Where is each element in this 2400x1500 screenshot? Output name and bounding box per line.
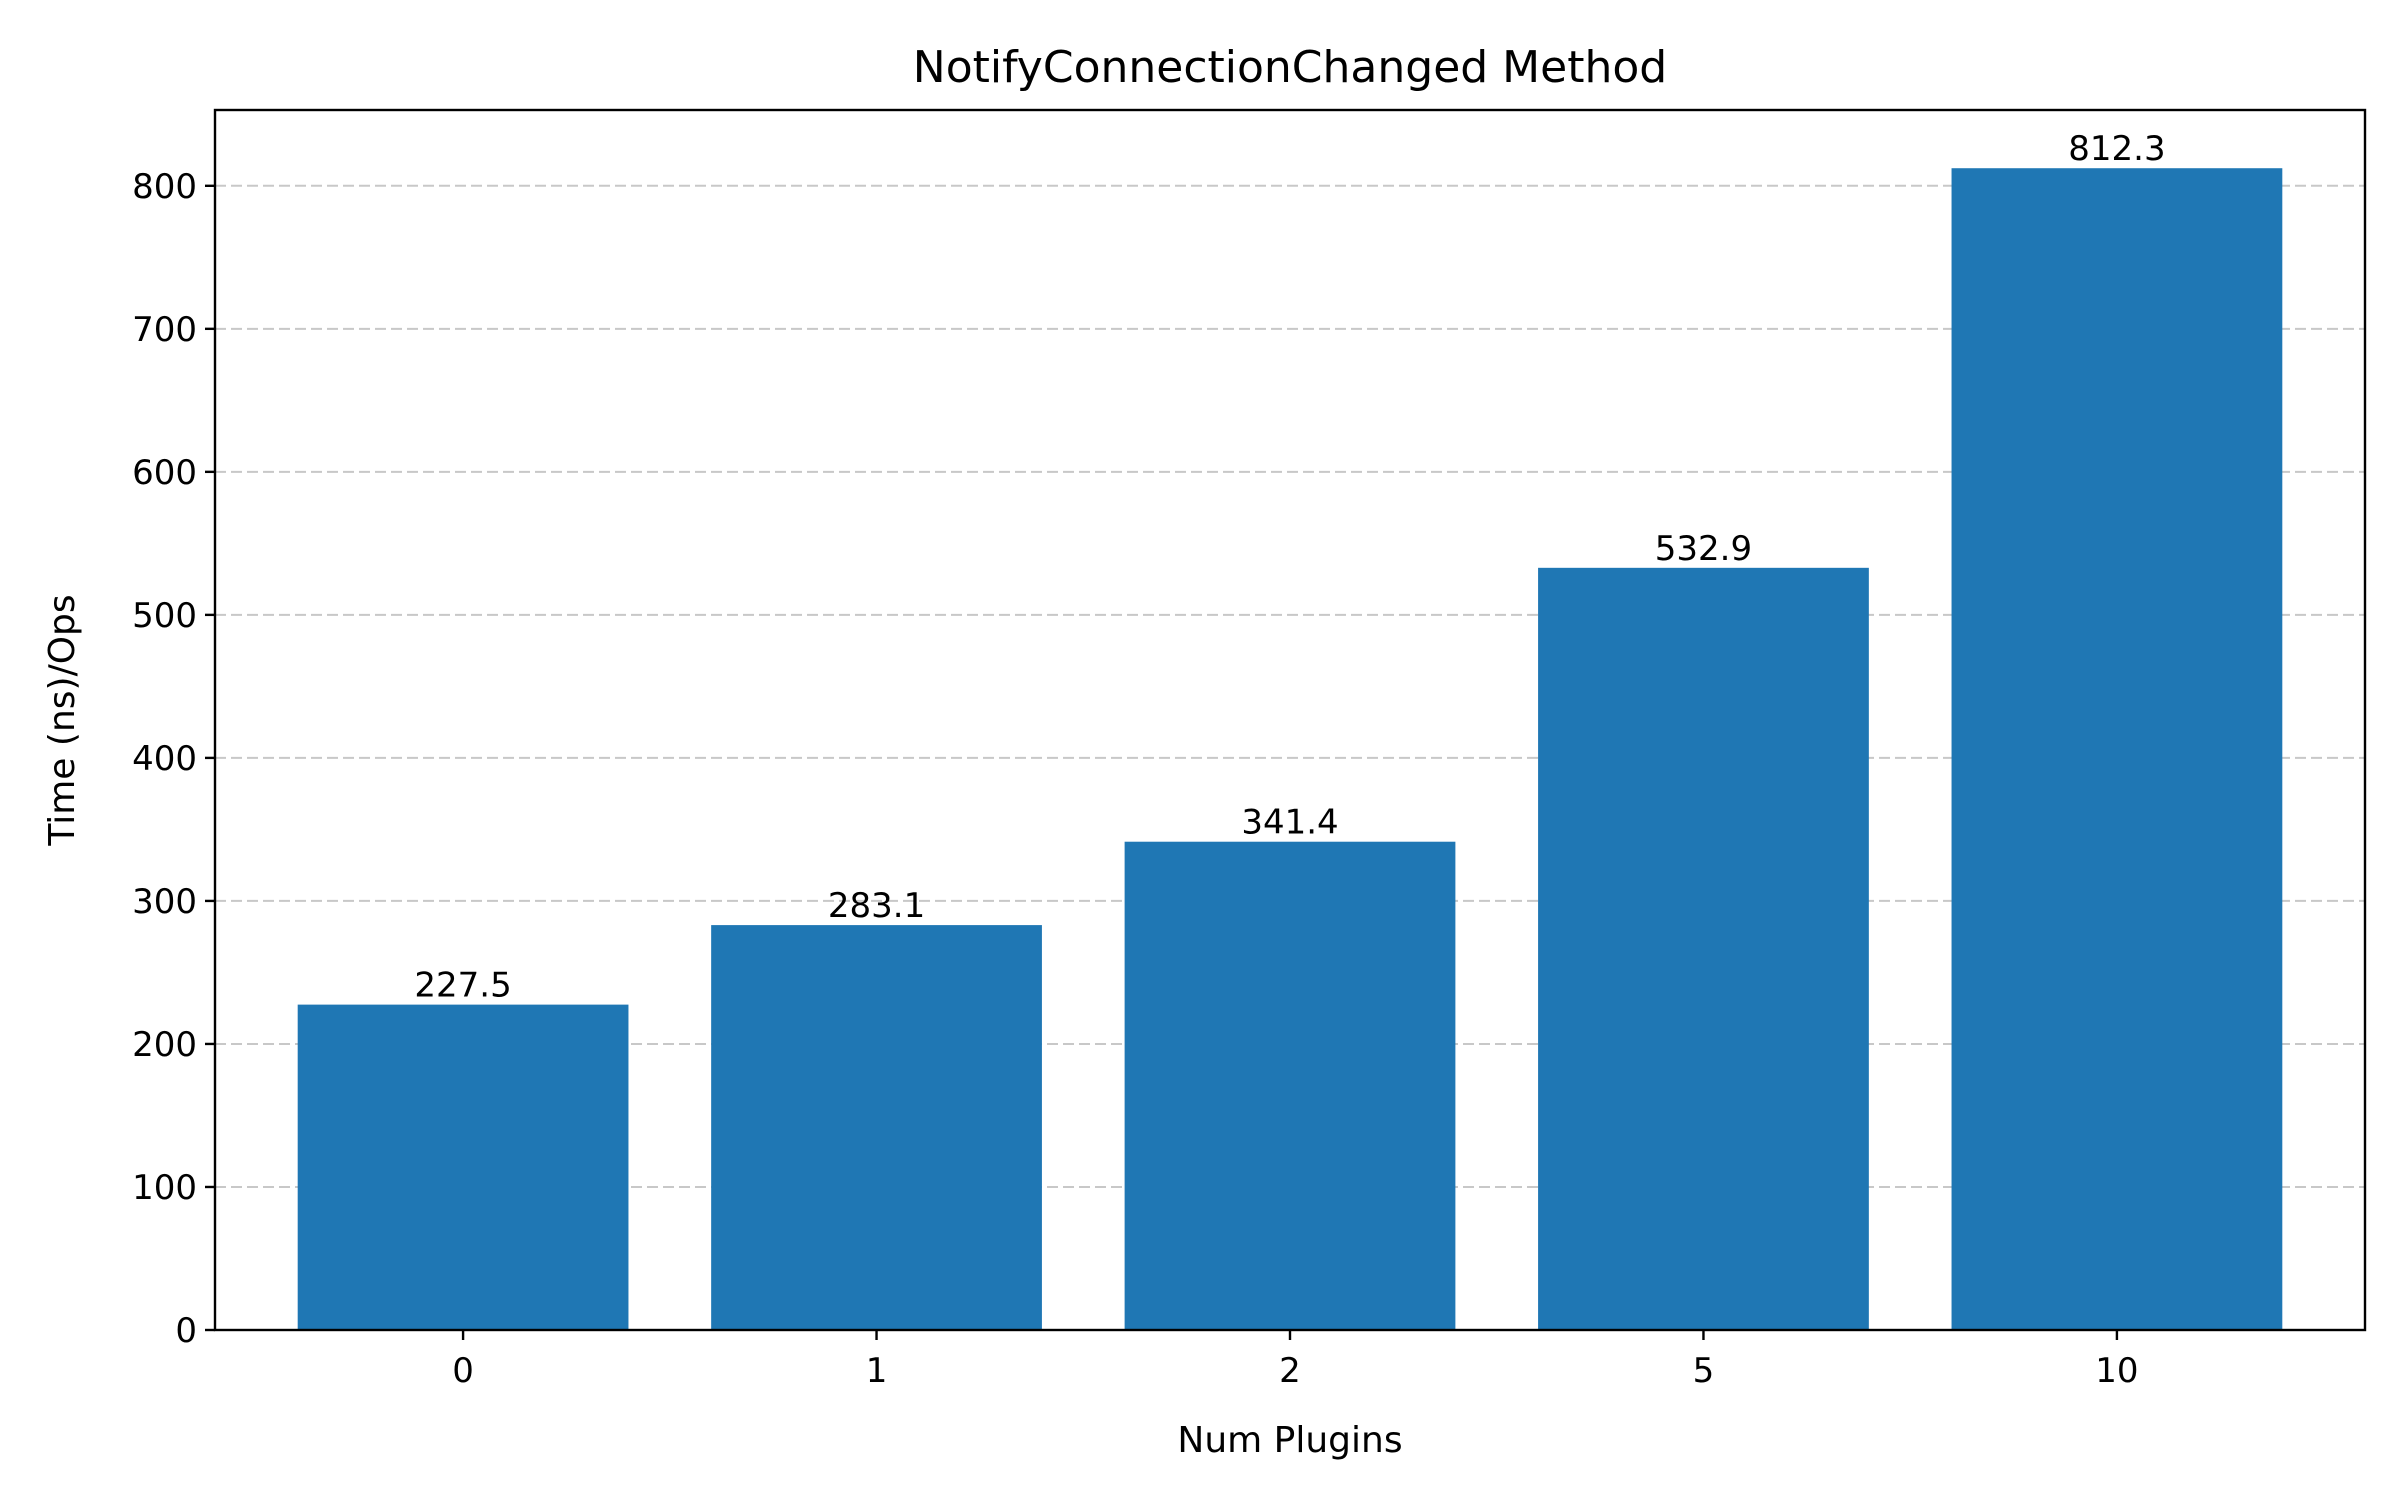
bar xyxy=(711,925,1042,1330)
y-tick-label: 200 xyxy=(132,1025,197,1065)
x-tick-label: 10 xyxy=(2095,1351,2138,1391)
x-axis-ticks: 0 1 2 5 10 xyxy=(452,1330,2139,1391)
y-tick-label: 700 xyxy=(132,310,197,350)
data-label: 283.1 xyxy=(828,886,925,926)
x-tick-label: 1 xyxy=(866,1351,888,1391)
data-label: 341.4 xyxy=(1241,803,1338,843)
bar xyxy=(1951,168,2283,1330)
x-tick-label: 0 xyxy=(452,1351,474,1391)
data-labels: 227.5 283.1 341.4 532.9 812.3 xyxy=(414,129,2165,1005)
bar xyxy=(297,1004,629,1330)
y-tick-label: 500 xyxy=(132,596,197,636)
y-axis-label: Time (ns)/Ops xyxy=(42,594,83,846)
data-label: 812.3 xyxy=(2068,129,2165,169)
bar xyxy=(1124,841,1456,1330)
bar xyxy=(1538,567,1869,1330)
y-axis-ticks: 0 100 200 300 400 500 600 700 800 xyxy=(132,167,215,1351)
y-tick-label: 800 xyxy=(132,167,197,207)
data-label: 227.5 xyxy=(414,966,511,1006)
y-tick-label: 0 xyxy=(175,1311,197,1351)
x-tick-label: 5 xyxy=(1693,1351,1715,1391)
chart-title: NotifyConnectionChanged Method xyxy=(913,42,1667,93)
bars xyxy=(297,168,2283,1330)
y-tick-label: 100 xyxy=(132,1168,197,1208)
y-tick-label: 600 xyxy=(132,453,197,493)
x-axis-label: Num Plugins xyxy=(1177,1420,1402,1461)
data-label: 532.9 xyxy=(1655,529,1752,569)
y-tick-label: 300 xyxy=(132,882,197,922)
x-tick-label: 2 xyxy=(1279,1351,1301,1391)
y-tick-label: 400 xyxy=(132,739,197,779)
